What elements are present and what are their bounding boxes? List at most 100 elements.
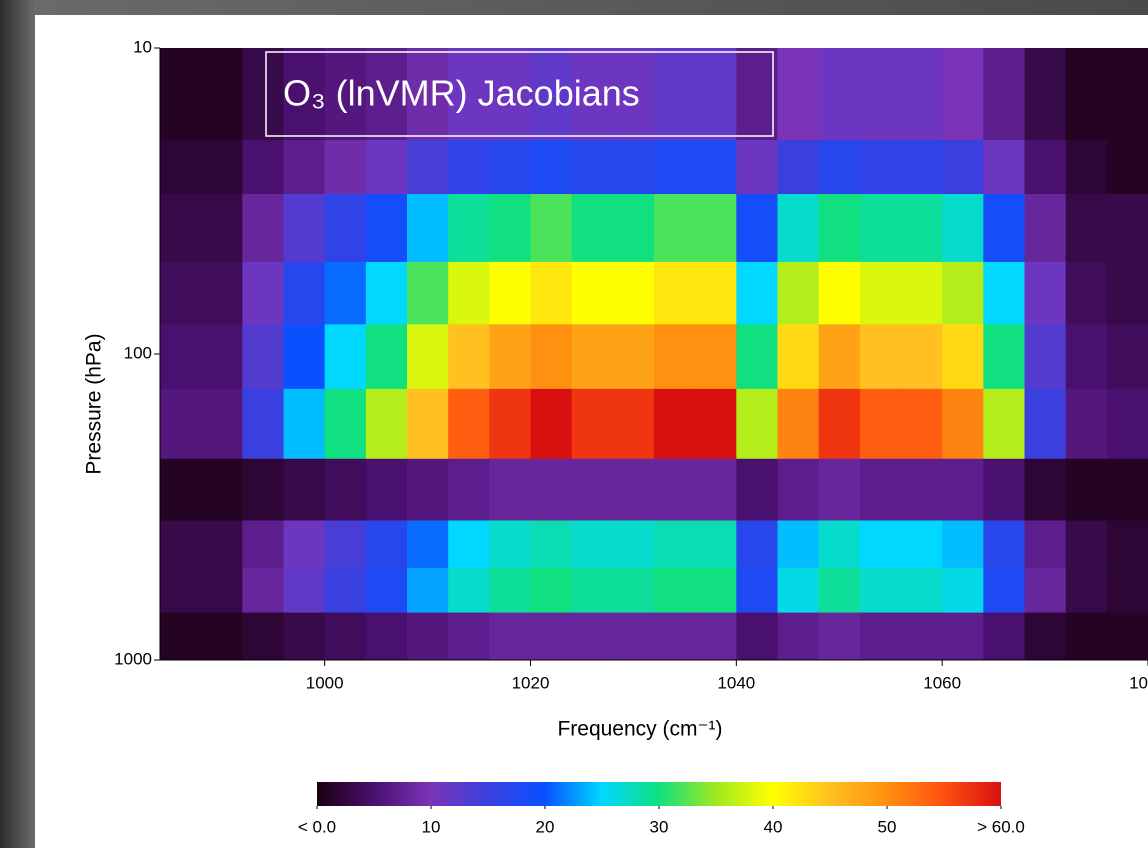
heatmap-cell: [530, 458, 573, 521]
heatmap-cell: [407, 140, 449, 195]
heatmap-cell: [983, 193, 1025, 263]
heatmap-cell: [571, 261, 614, 325]
heatmap-cell: [1106, 612, 1148, 661]
colorbar-tick-label: > 60.0: [977, 817, 1025, 836]
y-tick-label: 1000: [114, 649, 152, 668]
heatmap-cell: [695, 458, 737, 521]
heatmap-cell: [777, 140, 820, 195]
heatmap-cell: [448, 324, 490, 390]
heatmap-cell: [736, 458, 778, 521]
heatmap-cell: [654, 612, 696, 661]
heatmap-cell: [365, 140, 408, 195]
heatmap-cell: [1106, 193, 1148, 263]
heatmap-cell: [777, 261, 820, 325]
heatmap-cell: [407, 48, 449, 141]
heatmap-cell: [859, 612, 902, 661]
heatmap-cell: [283, 458, 326, 521]
heatmap-cell: [283, 48, 326, 141]
heatmap-cell: [818, 520, 861, 569]
heatmap-cell: [283, 612, 326, 661]
heatmap-cell: [242, 324, 284, 390]
heatmap-cell: [283, 324, 326, 390]
heatmap-cell: [242, 520, 284, 569]
heatmap-cell: [365, 567, 408, 614]
heatmap-cell: [612, 324, 655, 390]
colorbar-tick-label: 10: [422, 817, 441, 836]
heatmap-cell: [942, 612, 984, 661]
heatmap-cell: [859, 193, 902, 263]
heatmap-cell: [365, 520, 408, 569]
x-tick-label: 1080: [1129, 673, 1148, 692]
heatmap-cell: [160, 261, 202, 325]
heatmap-cell: [612, 458, 655, 521]
heatmap-cell: [612, 140, 655, 195]
heatmap-cell: [201, 388, 243, 460]
heatmap-cell: [983, 48, 1025, 141]
heatmap-cell: [612, 612, 655, 661]
heatmap-cell: [407, 520, 449, 569]
heatmap-cell: [160, 193, 202, 263]
heatmap-cell: [160, 140, 202, 195]
heatmap-cell: [818, 567, 861, 614]
heatmap-cell: [489, 612, 531, 661]
heatmap-cell: [1065, 193, 1108, 263]
heatmap-cell: [654, 324, 696, 390]
heatmap-cell: [695, 612, 737, 661]
heatmap-cell: [1024, 388, 1067, 460]
heatmap-cell: [818, 458, 861, 521]
heatmap-cell: [365, 612, 408, 661]
heatmap-cell: [901, 48, 943, 141]
colorbar: [317, 782, 1001, 806]
heatmap-cell: [736, 612, 778, 661]
heatmap-cell: [324, 140, 367, 195]
heatmap-cell: [242, 458, 284, 521]
heatmap-cell: [818, 612, 861, 661]
heatmap-cell: [448, 261, 490, 325]
heatmap-cell: [571, 193, 614, 263]
heatmap-cell: [571, 324, 614, 390]
heatmap-cell: [777, 324, 820, 390]
colorbar-tick-label: 20: [536, 817, 555, 836]
heatmap-cell: [530, 324, 573, 390]
heatmap-cell: [324, 612, 367, 661]
heatmap-cell: [859, 520, 902, 569]
heatmap-cell: [901, 458, 943, 521]
heatmap-cell: [160, 324, 202, 390]
heatmap-cell: [901, 612, 943, 661]
heatmap-cell: [1065, 261, 1108, 325]
heatmap-cell: [201, 612, 243, 661]
heatmap-cell: [283, 567, 326, 614]
heatmap-cell: [283, 261, 326, 325]
heatmap-cell: [1065, 520, 1108, 569]
heatmap-cell: [983, 388, 1025, 460]
heatmap-cell: [736, 520, 778, 569]
heatmap-cell: [736, 567, 778, 614]
y-tick-label: 100: [124, 343, 152, 362]
heatmap-cell: [283, 140, 326, 195]
heatmap-cell: [777, 520, 820, 569]
heatmap-cell: [242, 48, 284, 141]
heatmap-cell: [530, 520, 573, 569]
heatmap-cell: [942, 261, 984, 325]
heatmap-cell: [654, 458, 696, 521]
heatmap-cell: [901, 140, 943, 195]
heatmap-cell: [160, 48, 202, 141]
heatmap-cell: [1106, 567, 1148, 614]
heatmap-cell: [448, 612, 490, 661]
heatmap-cell: [983, 140, 1025, 195]
heatmap-cell: [530, 140, 573, 195]
heatmap-cell: [859, 567, 902, 614]
heatmap-cell: [942, 567, 984, 614]
heatmap-cell: [489, 140, 531, 195]
heatmap-cell: [654, 520, 696, 569]
heatmap-cell: [530, 261, 573, 325]
heatmap-cell: [1024, 48, 1067, 141]
heatmap-cell: [736, 140, 778, 195]
heatmap-cell: [324, 388, 367, 460]
heatmap-cell: [859, 388, 902, 460]
heatmap-cell: [612, 193, 655, 263]
heatmap-cell: [283, 388, 326, 460]
heatmap-cell: [201, 567, 243, 614]
heatmap-cell: [571, 388, 614, 460]
